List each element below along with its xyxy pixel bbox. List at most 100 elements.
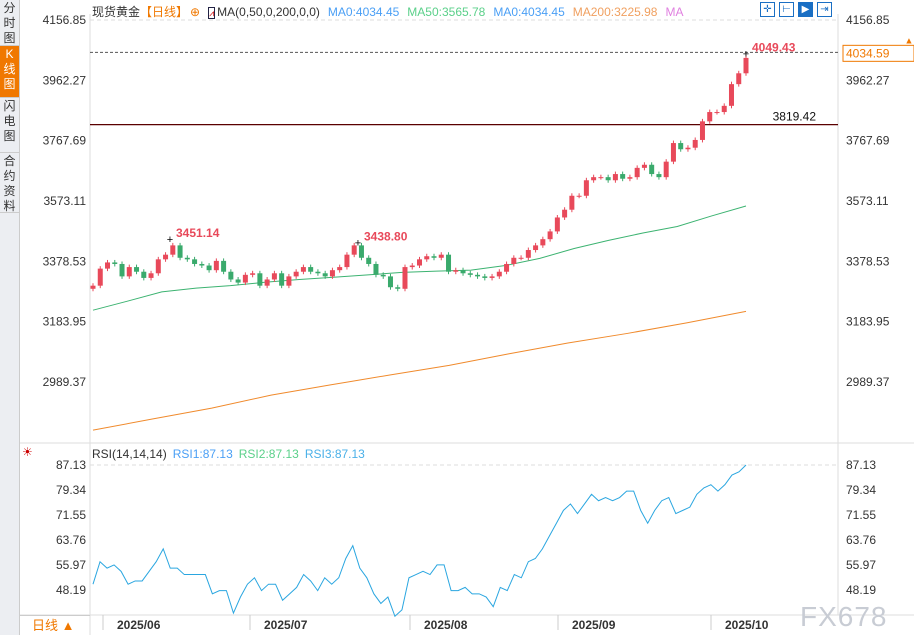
ma50-line xyxy=(92,205,747,311)
candle-body xyxy=(322,273,328,277)
x-tick-label: 2025/07 xyxy=(264,618,308,632)
current-price-label: 4034.59 xyxy=(846,46,890,60)
candle-body xyxy=(424,256,430,260)
rsi-tick-left: 71.55 xyxy=(56,508,86,522)
ma200-value: MA200:3225.98 xyxy=(572,5,658,19)
x-tick-label: 2025/08 xyxy=(424,618,468,632)
candle-body xyxy=(134,267,140,272)
candle-body xyxy=(525,250,531,258)
candle-body xyxy=(431,256,437,258)
high-marker-icon: + xyxy=(743,48,749,60)
exit-icon[interactable]: ⇥ xyxy=(817,2,832,17)
candle-body xyxy=(649,164,655,175)
high-marker-icon: + xyxy=(355,238,361,250)
rsi1-value: RSI1:87.13 xyxy=(172,447,233,461)
price-tick-left: 3378.53 xyxy=(43,254,87,268)
candle-body xyxy=(489,276,495,278)
rsi-tick-right: 71.55 xyxy=(846,508,876,522)
rsi-tick-right: 48.19 xyxy=(846,583,876,597)
price-tick-right: 3183.95 xyxy=(846,315,890,329)
candle-body xyxy=(743,57,749,74)
candle-body xyxy=(736,73,742,85)
candle-body xyxy=(286,276,292,286)
price-tick-right: 3767.69 xyxy=(846,134,890,148)
price-tick-left: 4156.85 xyxy=(43,13,87,27)
candle-body xyxy=(663,161,669,178)
rsi-tick-right: 63.76 xyxy=(846,533,876,547)
period-button[interactable]: 日线 ▲ xyxy=(20,615,90,635)
tab-flash-chart[interactable]: 闪电图 xyxy=(0,98,19,153)
high-price-label: 4049.43 xyxy=(752,40,796,54)
ma200-line xyxy=(92,310,747,431)
level-label: 3819.42 xyxy=(773,110,817,124)
candle-body xyxy=(707,112,713,122)
range-icon[interactable]: ⊢ xyxy=(779,2,794,17)
sidebar: 分时图 K线图 闪电图 合约资料 xyxy=(0,0,20,635)
tab-contract-info[interactable]: 合约资料 xyxy=(0,153,19,213)
price-tick-left: 3767.69 xyxy=(43,134,87,148)
tab-k-chart[interactable]: K线图 xyxy=(0,46,19,98)
candle-body xyxy=(402,267,408,289)
candle-body xyxy=(576,195,582,197)
rsi-tick-left: 87.13 xyxy=(56,458,86,472)
candle-body xyxy=(612,174,618,181)
candle-body xyxy=(380,274,386,277)
rsi-tick-left: 55.97 xyxy=(56,558,86,572)
rsi-tick-right: 55.97 xyxy=(846,558,876,572)
indicator-icon[interactable]: ⩘ xyxy=(208,7,216,19)
candle-body xyxy=(119,263,125,277)
candle-body xyxy=(366,257,372,264)
price-tick-left: 3962.27 xyxy=(43,73,87,87)
period-label: 【日线】 xyxy=(140,5,189,19)
price-tick-right: 2989.37 xyxy=(846,375,890,389)
candle-body xyxy=(242,274,248,283)
indicator-name[interactable]: MA(0,50,0,200,0,0) xyxy=(217,5,320,19)
rsi-title: RSI(14,14,14) xyxy=(92,447,167,461)
candle-body xyxy=(583,180,589,196)
candle-body xyxy=(105,262,111,269)
candle-body xyxy=(170,245,176,255)
ma-value: MA xyxy=(665,5,684,19)
x-tick-label: 2025/10 xyxy=(725,618,769,632)
candle-body xyxy=(438,254,444,258)
candle-body xyxy=(482,276,488,278)
rsi-header: RSI(14,14,14) RSI1:87.13 RSI2:87.13 RSI3:87… xyxy=(92,447,373,461)
rsi-tick-right: 87.13 xyxy=(846,458,876,472)
candle-body xyxy=(358,245,364,258)
x-tick-label: 2025/09 xyxy=(572,618,616,632)
toolbar: ✛ ⊢ ▶ ⇥ xyxy=(760,2,832,17)
price-tick-left: 3573.11 xyxy=(44,194,87,208)
candle-body xyxy=(293,271,299,277)
candle-body xyxy=(627,177,633,179)
candle-body xyxy=(148,273,154,278)
candle-body xyxy=(155,259,161,274)
candle-body xyxy=(728,84,734,106)
rsi-tick-left: 48.19 xyxy=(56,583,86,597)
candle-body xyxy=(300,267,306,272)
candle-body xyxy=(257,273,263,286)
add-icon[interactable]: ⊕ xyxy=(190,5,201,19)
candle-body xyxy=(692,139,698,148)
candle-body xyxy=(177,245,183,258)
candle-body xyxy=(409,265,415,268)
candle-body xyxy=(562,209,568,218)
candle-body xyxy=(591,177,597,181)
tab-time-chart[interactable]: 分时图 xyxy=(0,0,19,46)
candle-body xyxy=(699,121,705,140)
candle-body xyxy=(126,267,132,277)
candle-body xyxy=(417,259,422,266)
candle-body xyxy=(308,267,314,272)
candle-body xyxy=(569,195,575,210)
play-icon[interactable]: ▶ xyxy=(798,2,813,17)
candle-body xyxy=(504,263,510,272)
x-tick-label: 2025/06 xyxy=(117,618,161,632)
candle-body xyxy=(547,231,553,240)
candle-body xyxy=(271,273,277,280)
candle-body xyxy=(467,273,473,275)
candle-body xyxy=(163,254,169,260)
price-tick-right: 3573.11 xyxy=(846,194,889,208)
crosshair-icon[interactable]: ✛ xyxy=(760,2,775,17)
settings-icon[interactable]: ☀ xyxy=(22,445,33,459)
candle-body xyxy=(351,245,357,255)
